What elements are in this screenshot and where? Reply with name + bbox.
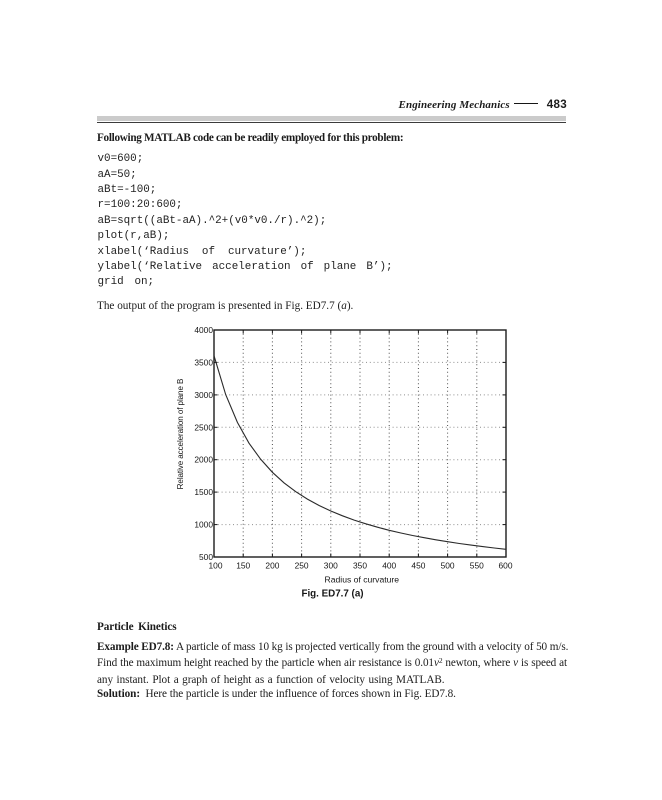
svg-text:350: 350 [353, 561, 367, 571]
svg-text:200: 200 [265, 561, 279, 571]
svg-text:250: 250 [295, 561, 309, 571]
svg-text:300: 300 [324, 561, 338, 571]
svg-text:3000: 3000 [194, 390, 213, 400]
svg-text:100: 100 [209, 561, 223, 571]
svg-text:400: 400 [382, 561, 396, 571]
svg-text:2000: 2000 [194, 455, 213, 465]
svg-text:1500: 1500 [194, 487, 213, 497]
svg-text:500: 500 [199, 552, 213, 562]
svg-text:550: 550 [470, 561, 484, 571]
svg-text:Radius of curvature: Radius of curvature [325, 575, 400, 585]
svg-text:2500: 2500 [194, 422, 213, 432]
svg-text:500: 500 [441, 561, 455, 571]
svg-text:450: 450 [411, 561, 425, 571]
svg-text:Fig. ED7.7 (a): Fig. ED7.7 (a) [301, 589, 363, 600]
svg-text:150: 150 [236, 561, 250, 571]
svg-text:3500: 3500 [194, 357, 213, 367]
svg-text:1000: 1000 [194, 520, 213, 530]
svg-text:Relative acceleration of plane: Relative acceleration of plane B [176, 379, 185, 490]
svg-text:4000: 4000 [194, 325, 213, 335]
svg-text:600: 600 [499, 561, 513, 571]
